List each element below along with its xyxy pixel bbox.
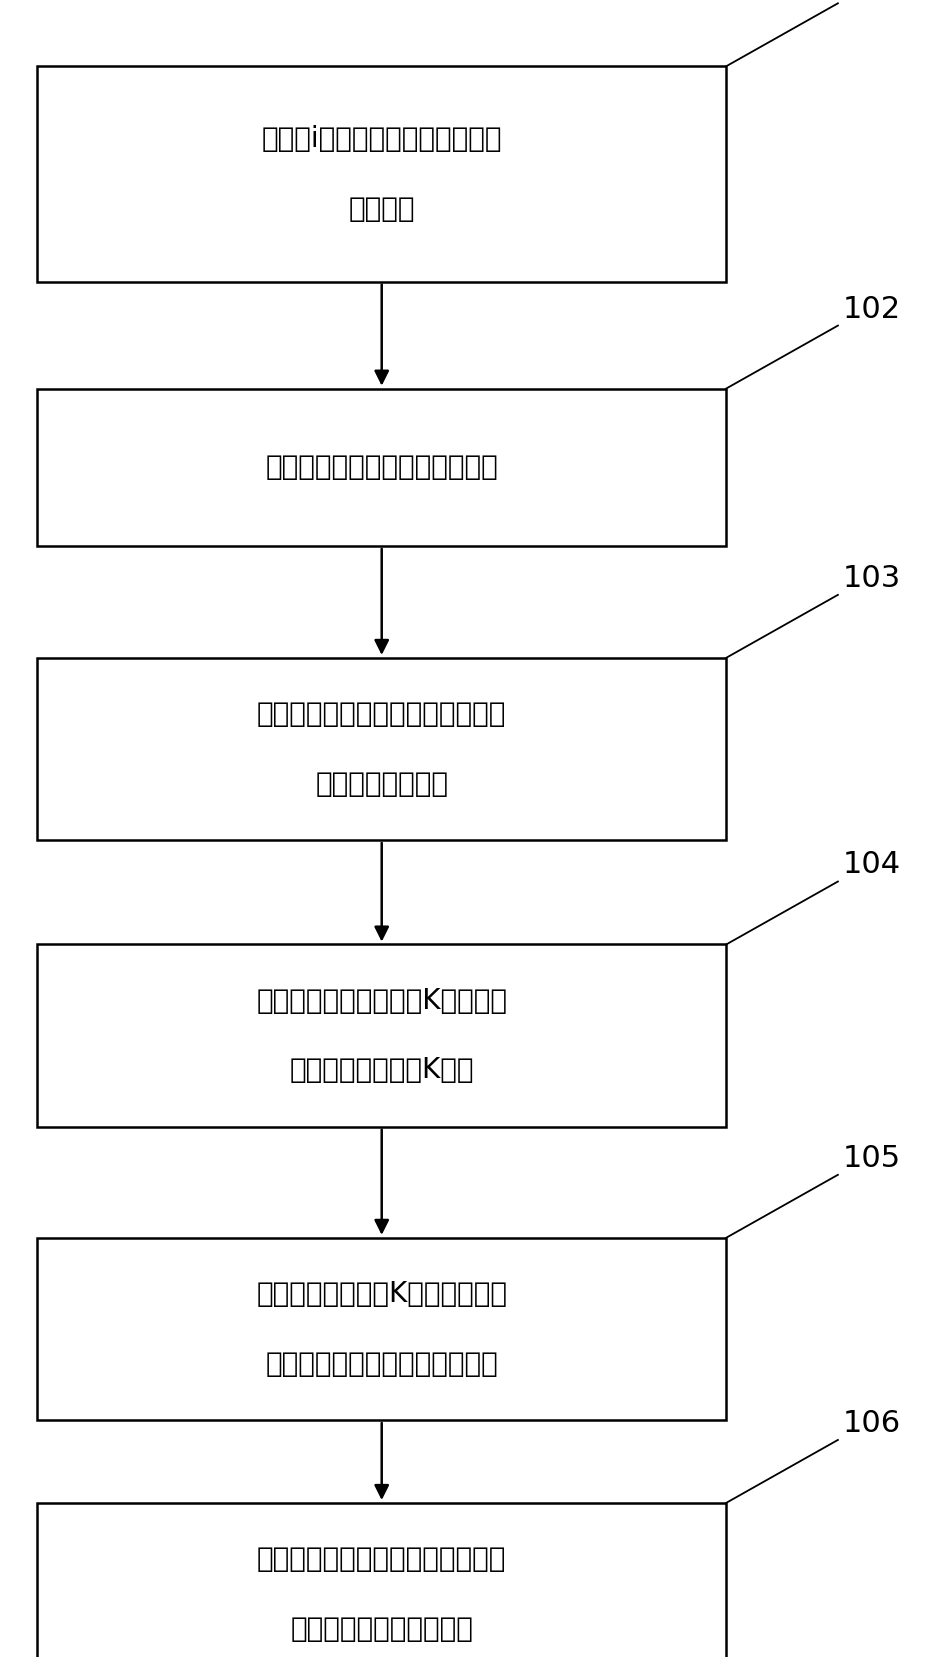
Text: 根据各所述母线的K核值筛选出对: 根据各所述母线的K核值筛选出对 bbox=[256, 1281, 507, 1307]
Text: 将对所述交直流系统影响度大的母: 将对所述交直流系统影响度大的母 bbox=[257, 1546, 506, 1572]
Text: 104: 104 bbox=[843, 850, 900, 880]
Text: 106: 106 bbox=[843, 1408, 900, 1438]
Bar bbox=[37, 658, 726, 840]
Bar bbox=[37, 1503, 726, 1657]
Text: 对所述相关性矩阵进行K核分解，: 对所述相关性矩阵进行K核分解， bbox=[256, 988, 507, 1014]
Bar bbox=[37, 1238, 726, 1420]
Bar bbox=[37, 389, 726, 547]
Text: 105: 105 bbox=[843, 1143, 900, 1173]
Text: 所述交直流系统影响度大的母线: 所述交直流系统影响度大的母线 bbox=[265, 1350, 498, 1377]
Text: 得到各所述母线的K核值: 得到各所述母线的K核值 bbox=[290, 1057, 474, 1084]
Text: 标构建相关性矩阵: 标构建相关性矩阵 bbox=[316, 771, 448, 797]
Text: 利用所述所有母线的三相不对称指: 利用所述所有母线的三相不对称指 bbox=[257, 701, 506, 727]
Text: 103: 103 bbox=[843, 563, 901, 593]
Text: 对母线i发生三相电压不对称故障: 对母线i发生三相电压不对称故障 bbox=[262, 126, 502, 152]
Bar bbox=[37, 944, 726, 1127]
Text: 进行仿真: 进行仿真 bbox=[348, 196, 415, 222]
Bar bbox=[37, 66, 726, 282]
Text: 线从所述解列断面中删除: 线从所述解列断面中删除 bbox=[290, 1616, 473, 1642]
Text: 获取所有母线的三相不对称指数: 获取所有母线的三相不对称指数 bbox=[265, 454, 498, 481]
Text: 102: 102 bbox=[843, 295, 900, 323]
